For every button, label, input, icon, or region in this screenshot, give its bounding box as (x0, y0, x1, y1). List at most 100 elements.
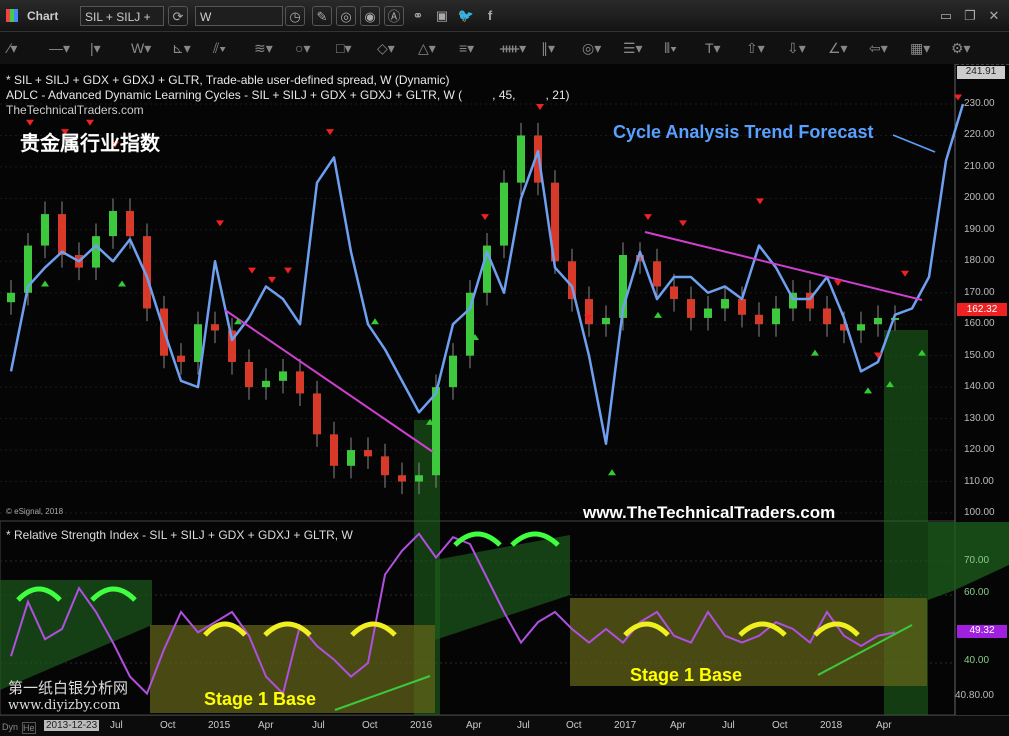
symbol-search-icon[interactable]: ⟳ (168, 6, 188, 26)
cycle-line (9, 103, 965, 446)
start-date-label: 2013-12-23 (44, 720, 100, 731)
dyn-button[interactable]: Dyn (2, 722, 19, 732)
angle-tool-icon[interactable]: ∠▾ (828, 40, 848, 56)
cycle-top-arc (90, 586, 137, 602)
candle (823, 308, 831, 325)
rsi-axis-bottom: 40.80.00 (955, 690, 994, 701)
alert-icon[interactable]: Ⓐ (384, 6, 404, 26)
cycle-top-marker (326, 129, 334, 136)
restore-icon[interactable]: ❐ (964, 8, 976, 23)
candle (857, 324, 865, 331)
interval-clock-icon[interactable]: ◷ (285, 6, 305, 26)
wave-tool-icon[interactable]: W▾ (131, 40, 152, 56)
candle (704, 308, 712, 318)
fan-tool-icon[interactable]: ⊾▾ (172, 40, 191, 56)
rsi-axis-label: 40.00 (964, 655, 990, 666)
website-label: www.TheTechnicalTraders.com (583, 503, 836, 522)
time-axis-label: Jul (722, 720, 735, 731)
options-tool-icon[interactable]: ⚙▾ (951, 40, 971, 56)
cycle-top-marker (874, 352, 882, 359)
grid-tool-icon[interactable]: ▦▾ (910, 40, 931, 56)
time-axis[interactable] (0, 715, 1009, 736)
triangle-tool-icon[interactable]: △▾ (418, 40, 436, 56)
facebook-icon[interactable]: f (487, 8, 493, 23)
time-axis-label: Apr (258, 720, 274, 731)
candle (58, 214, 66, 256)
last-price-badge: 162.32 (957, 303, 1007, 316)
arrow-up-tool-icon[interactable]: ⇧▾ (746, 40, 765, 56)
drawing-toolbar: ⁄▾ —▾ |▾ W▾ ⊾▾ ⫽▾ ≋▾ ○▾ □▾ ◇▾ △▾ ≡▾ ᚔ▾ ∥▾ ◎▾ ☰▾ ⦀▾ T▾ ⇧▾ ⇩▾… (0, 32, 1009, 65)
cycle-bottom-marker (118, 280, 126, 287)
cycle-bottom-marker (886, 381, 894, 388)
cycle-top-marker (834, 280, 842, 287)
cycle-tool-icon[interactable]: ᚔ▾ (500, 40, 527, 56)
channel-tool-icon[interactable]: ≡▾ (459, 40, 475, 56)
candle (109, 210, 117, 237)
stage1-label-left: Stage 1 Base (204, 689, 317, 709)
price-axis-label: 180.00 (964, 255, 995, 267)
ellipse-tool-icon[interactable]: ○▾ (295, 40, 311, 56)
price-axis-label: 170.00 (964, 286, 995, 298)
pitchfork-tool-icon[interactable]: ⫽▾ (213, 40, 227, 56)
line-tool-icon[interactable]: ⁄▾ (8, 40, 18, 56)
cycle-bottom-marker (426, 418, 434, 425)
price-axis-label: 100.00 (964, 506, 995, 518)
cycle-top-arc (453, 531, 502, 547)
fib-circle-tool-icon[interactable]: ◎▾ (582, 40, 602, 56)
candle (126, 210, 134, 237)
bars-tool-icon[interactable]: ⦀▾ (664, 40, 677, 56)
minimize-icon[interactable]: ▭ (939, 8, 953, 23)
candle (772, 308, 780, 325)
arrow-down-tool-icon[interactable]: ⇩▾ (787, 40, 806, 56)
candle (313, 393, 321, 435)
candle (228, 330, 236, 362)
pencil-icon[interactable]: ✎ (312, 6, 332, 26)
window-title: Chart (27, 9, 59, 23)
play-icon[interactable]: ◉ (360, 6, 380, 26)
candle (619, 255, 627, 318)
candle (194, 324, 202, 362)
vertical-line-tool-icon[interactable]: |▾ (90, 40, 101, 56)
price-axis-label: 220.00 (964, 129, 995, 141)
interval-input[interactable]: W (195, 6, 283, 26)
forecast-label: Cycle Analysis Trend Forecast (613, 122, 874, 142)
comment-icon[interactable]: ▣ (435, 8, 449, 23)
text-tool-icon[interactable]: T▾ (705, 40, 721, 56)
symbol-input[interactable]: SIL + SILJ + (80, 6, 164, 26)
cycle-top-marker (481, 214, 489, 221)
time-axis-label: Apr (466, 720, 482, 731)
he-button[interactable]: He (22, 722, 36, 734)
rectangle-tool-icon[interactable]: □▾ (336, 40, 352, 56)
candle (364, 450, 372, 457)
candle (517, 135, 525, 183)
candle (500, 182, 508, 246)
forecast-arrow (892, 134, 936, 153)
parallel-tool-icon[interactable]: ∥▾ (541, 40, 556, 56)
cycle-bottom-marker (811, 349, 819, 356)
cycle-top-marker (61, 129, 69, 136)
candle (449, 355, 457, 388)
price-axis-label: 190.00 (964, 223, 995, 235)
horizontal-line-tool-icon[interactable]: —▾ (49, 40, 71, 56)
cycle-top-arc (203, 621, 247, 637)
chart-style-icon[interactable]: ◎ (336, 6, 356, 26)
top-price-label: 241.91 (957, 66, 1005, 79)
candle (279, 371, 287, 381)
price-axis-label: 110.00 (964, 475, 994, 487)
eraser-tool-icon[interactable]: ◇▾ (377, 40, 395, 56)
candle (738, 299, 746, 315)
cycle-top-arc (350, 621, 397, 637)
candle (41, 214, 49, 246)
cycle-bottom-marker (918, 349, 926, 356)
gann-tool-icon[interactable]: ≋▾ (254, 40, 273, 56)
rsi-zone-green-2 (435, 535, 570, 640)
candle (670, 286, 678, 300)
twitter-icon[interactable]: 🐦 (457, 8, 475, 23)
back-tool-icon[interactable]: ⇦▾ (869, 40, 888, 56)
fib-lines-tool-icon[interactable]: ☰▾ (623, 40, 643, 56)
link-icon[interactable]: ⚭ (412, 8, 424, 23)
candle (585, 299, 593, 325)
close-icon[interactable]: ✕ (988, 8, 1000, 23)
